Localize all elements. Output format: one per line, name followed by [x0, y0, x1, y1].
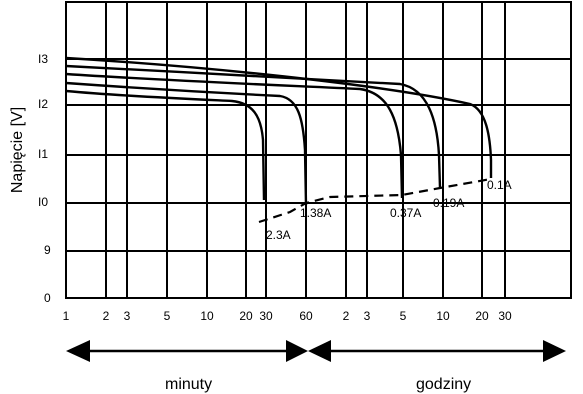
x-tick-label: 2 — [103, 309, 110, 323]
discharge-curve-0.19A — [65, 64, 442, 189]
x-tick-label: 3 — [124, 309, 131, 323]
curve-labels: 2.3A 1.38A 0.37A 0.19A 0.1A — [266, 178, 512, 242]
x-tick-label: 10 — [200, 309, 214, 323]
x-axis-tick-labels: 1 2 3 5 10 20 30 60 2 3 5 10 20 30 — [63, 309, 512, 323]
discharge-curve-0.1A — [65, 56, 493, 178]
arrow-left-icon — [66, 340, 90, 362]
x-tick-label: 1 — [63, 309, 70, 323]
minutes-label: minuty — [165, 376, 212, 393]
minutes-range-arrow — [66, 340, 308, 362]
arrow-left-icon — [308, 340, 331, 362]
y-tick-label: I2 — [38, 97, 48, 111]
discharge-curve-2.3A — [65, 89, 266, 201]
hours-label: godziny — [416, 376, 471, 393]
curve-label-1.38A: 1.38A — [300, 206, 331, 220]
chart-grid — [66, 2, 571, 298]
y-tick-label: 0 — [44, 291, 51, 305]
x-tick-label: 60 — [299, 309, 313, 323]
x-tick-label: 2 — [343, 309, 350, 323]
discharge-curves — [65, 56, 493, 206]
y-axis-title: Napięcie [V] — [9, 107, 26, 193]
end-voltage-dashed-line — [258, 177, 492, 224]
x-tick-label: 30 — [259, 309, 273, 323]
discharge-curve-0.37A — [65, 72, 404, 199]
hours-range-arrow — [308, 340, 566, 362]
x-tick-label: 5 — [400, 309, 407, 323]
y-tick-label: I1 — [38, 147, 48, 161]
x-tick-label: 3 — [364, 309, 371, 323]
curve-label-2.3A: 2.3A — [266, 228, 291, 242]
y-tick-label: 9 — [44, 243, 51, 257]
arrow-right-icon — [286, 340, 308, 362]
y-axis-tick-labels: I3 I2 I1 I0 9 0 — [38, 52, 51, 305]
curve-label-0.37A: 0.37A — [390, 206, 421, 220]
y-tick-label: I0 — [38, 195, 48, 209]
arrow-right-icon — [543, 340, 566, 362]
x-tick-label: 20 — [475, 309, 489, 323]
plot-frame — [65, 1, 572, 299]
y-tick-label: I3 — [38, 52, 48, 66]
x-tick-label: 5 — [164, 309, 171, 323]
curve-label-0.19A: 0.19A — [433, 196, 464, 210]
curve-label-0.1A: 0.1A — [487, 178, 512, 192]
x-tick-label: 20 — [239, 309, 253, 323]
discharge-curve-1.38A — [65, 81, 308, 206]
x-tick-label: 30 — [498, 309, 512, 323]
x-tick-label: 10 — [436, 309, 450, 323]
